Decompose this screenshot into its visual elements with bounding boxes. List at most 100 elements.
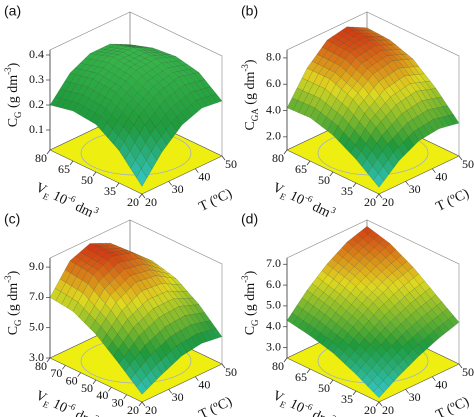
y-tick-label: 50 [81, 381, 93, 395]
y-axis-label: VE 10-6 dm3 [32, 386, 101, 417]
y-axis-label-part: 10 [284, 395, 306, 416]
y-tick-label: 80 [35, 151, 47, 165]
x-tick-label: 50 [462, 157, 474, 171]
y-axis-label-part: E [278, 399, 288, 411]
z-tick-label: 8.0 [266, 50, 281, 64]
y-tick [138, 193, 143, 199]
y-tick [329, 171, 334, 177]
y-axis-label-part: 3 [92, 413, 101, 417]
x-axis-label: T (ºC) [197, 394, 235, 417]
x-tick-label: 30 [409, 390, 421, 404]
x-tick [432, 168, 436, 173]
y-axis-label-part: -6 [303, 192, 315, 204]
x-axis-label: T (ºC) [434, 394, 472, 417]
surface-patch [136, 381, 148, 395]
x-axis-label-part: T (ºC) [197, 186, 235, 215]
z-tick-label: 4.0 [266, 319, 281, 333]
y-tick-label: 20 [127, 403, 139, 417]
z-tick-label: 6.0 [266, 76, 281, 90]
z-tick-label: 7.0 [29, 289, 44, 303]
z-tick-label: 9.0 [29, 259, 44, 273]
z-axis-label-part: G [250, 319, 260, 326]
x-tick [221, 363, 226, 369]
x-tick [221, 155, 226, 161]
z-axis-label-part: G [13, 111, 23, 118]
y-tick [123, 394, 127, 399]
x-axis-label-part: T (ºC) [434, 394, 472, 417]
y-tick-label: 65 [58, 162, 70, 176]
y-tick-label: 80 [272, 359, 284, 373]
z-axis-label-part: C [6, 326, 21, 335]
z-axis-label: CG (g dm-3) [240, 270, 260, 335]
y-axis-label-part: dm [69, 406, 95, 417]
y-tick [77, 372, 81, 377]
z-axis-label-part: (g dm [243, 283, 258, 320]
x-tick [195, 376, 199, 381]
x-tick [168, 181, 172, 186]
x-axis-label: T (ºC) [197, 186, 235, 215]
y-tick-label: 65 [295, 370, 307, 384]
z-tick-label: 7.0 [266, 256, 281, 270]
x-tick [432, 376, 436, 381]
z-axis-label-part: -3 [240, 64, 250, 72]
z-axis-label-part: ) [6, 270, 21, 275]
y-tick [46, 357, 51, 363]
y-axis-label-part: 10 [47, 187, 69, 208]
y-tick [92, 171, 97, 177]
y-axis-label-part: E [278, 191, 288, 203]
y-tick-label: 20 [364, 403, 376, 417]
z-tick-label: 5.0 [29, 319, 44, 333]
y-axis-label-part: -6 [303, 400, 315, 412]
y-tick-label: 50 [81, 173, 93, 187]
y-tick-label: 40 [96, 388, 108, 402]
y-tick-label: 35 [341, 184, 353, 198]
z-tick-label: 6.0 [266, 277, 281, 291]
y-axis-label: VE 10-6 dm3 [269, 386, 338, 417]
z-tick-label: 5.0 [266, 298, 281, 312]
z-tick-label: 3.0 [266, 339, 281, 353]
x-tick-label: 40 [198, 169, 210, 183]
z-tick-label: 4.0 [266, 102, 281, 116]
y-tick-label: 70 [50, 366, 62, 380]
z-axis-label-part: ) [6, 62, 21, 67]
z-axis-label-part: -3 [3, 275, 13, 283]
y-tick-label: 35 [341, 392, 353, 406]
y-tick-label: 50 [318, 173, 330, 187]
z-tick-label: 0.3 [29, 72, 44, 86]
z-axis-label-part: -3 [3, 67, 13, 75]
y-axis-label-part: -6 [66, 400, 78, 412]
y-axis-label-part: 10 [284, 187, 306, 208]
panel: (b) 2.0 4.0 6.0 8.0 20 30 40 50 20 35 50 65 80 T (ºC) V… [240, 3, 474, 221]
panel: (d) 3.0 4.0 5.0 6.0 7.0 20 30 40 50 20 35 50 65 80 T (º… [240, 211, 474, 417]
y-tick-label: 30 [112, 395, 124, 409]
y-axis-label-part: 3 [329, 413, 338, 417]
x-tick [195, 168, 199, 173]
x-tick-label: 50 [225, 157, 237, 171]
y-tick-label: 80 [35, 359, 47, 373]
x-tick [378, 193, 383, 199]
x-tick-label: 50 [225, 365, 237, 379]
z-axis-label-part: C [243, 326, 258, 335]
surface-patch [136, 168, 148, 187]
x-tick-label: 40 [435, 377, 447, 391]
y-tick [115, 182, 120, 188]
x-tick-label: 40 [435, 169, 447, 183]
y-axis-label-part: E [41, 399, 51, 411]
y-tick [352, 390, 357, 396]
y-tick [138, 401, 143, 407]
surface-patch [373, 386, 385, 398]
y-axis-label-part: dm [306, 198, 332, 221]
x-tick-label: 30 [172, 390, 184, 404]
x-tick [141, 193, 146, 199]
z-axis-label-part: (g dm [6, 283, 21, 320]
x-tick [405, 181, 409, 186]
x-tick [458, 363, 463, 369]
y-tick-label: 80 [272, 151, 284, 165]
y-tick [108, 387, 112, 392]
y-tick-label: 20 [364, 195, 376, 209]
y-axis-label-part: 3 [329, 205, 338, 216]
y-axis-label-part: dm [306, 406, 332, 417]
